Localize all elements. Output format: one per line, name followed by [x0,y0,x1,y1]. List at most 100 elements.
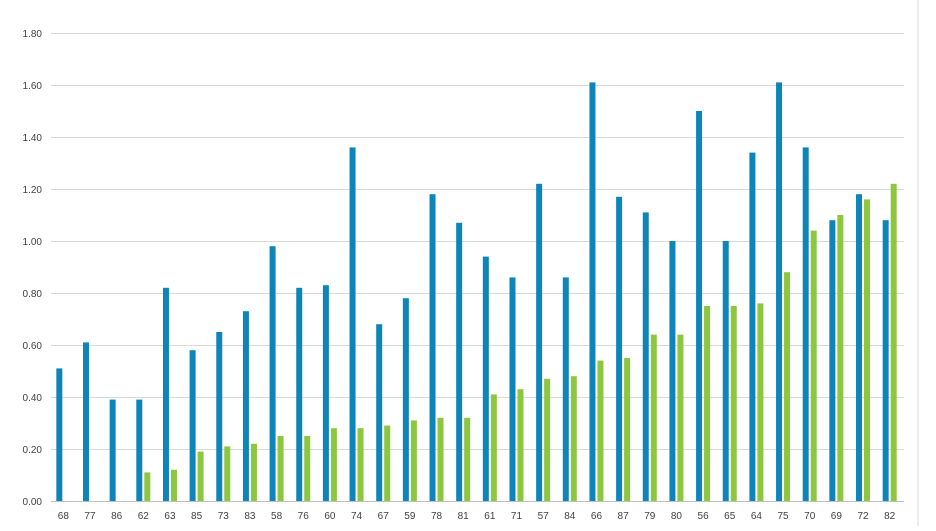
x-tick-label: 58 [271,511,283,522]
bar-series-2-57 [544,378,551,501]
bar-series-2-61 [490,394,497,501]
x-tick-label: 78 [431,511,443,522]
bar-series-1-70 [802,147,809,501]
bar-series-2-71 [517,389,524,501]
bar-series-1-58 [269,246,276,501]
y-tick-label: 0.80 [23,289,43,300]
bar-series-1-87 [616,196,623,502]
x-tick-label: 75 [777,511,789,522]
bar-series-1-66 [589,82,596,502]
bar-series-1-85 [189,350,196,501]
bar-series-1-77 [82,342,89,501]
bar-series-1-76 [296,287,303,501]
x-tick-label: 59 [404,511,416,522]
x-tick-label: 82 [884,511,896,522]
x-tick-label: 76 [298,511,310,522]
x-tick-label: 61 [484,511,496,522]
x-tick-label: 85 [191,511,203,522]
bar-series-2-60 [330,428,337,501]
bar-series-2-56 [704,306,711,501]
bar-series-1-81 [456,222,463,502]
bar-series-1-78 [429,194,436,501]
bar-series-2-87 [624,358,631,501]
bar-series-1-64 [749,152,756,501]
x-tick-label: 56 [698,511,710,522]
x-tick-label: 63 [164,511,176,522]
bar-series-2-78 [437,417,444,501]
bar-series-2-75 [784,272,791,501]
bar-series-1-69 [829,220,836,501]
x-tick-label: 79 [644,511,656,522]
bar-series-2-65 [730,306,737,501]
x-tick-label: 67 [378,511,390,522]
bar-series-1-61 [482,256,489,501]
y-tick-label: 0.00 [23,497,43,508]
y-tick-label: 1.20 [23,185,43,196]
bar-series-2-66 [597,360,604,501]
x-tick-label: 77 [84,511,96,522]
bar-series-2-74 [357,428,364,501]
x-tick-label: 62 [138,511,150,522]
bar-series-2-85 [197,451,204,501]
y-tick-label: 0.40 [23,393,43,404]
bar-series-2-58 [277,436,284,501]
bar-series-2-62 [144,472,151,501]
bar-series-2-67 [384,425,391,501]
x-tick-label: 70 [804,511,816,522]
bar-series-1-67 [376,324,383,501]
x-tick-label: 86 [111,511,123,522]
bar-series-2-84 [570,376,577,501]
bar-series-1-65 [722,241,729,501]
x-tick-label: 69 [831,511,843,522]
x-tick-label: 65 [724,511,736,522]
x-tick-label: 71 [511,511,523,522]
bar-series-2-73 [224,446,231,501]
bar-series-2-64 [757,303,764,501]
bar-series-2-83 [250,443,257,501]
x-tick-label: 73 [218,511,230,522]
bar-series-1-57 [536,183,543,502]
y-tick-label: 0.60 [23,341,43,352]
y-tick-label: 0.20 [23,445,43,456]
y-tick-label: 1.00 [23,237,43,248]
bar-series-2-79 [650,334,657,501]
x-tick-label: 68 [58,511,70,522]
bar-series-2-76 [304,436,311,501]
y-tick-label: 1.40 [23,133,43,144]
bar-series-1-68 [56,368,63,501]
bar-series-1-63 [162,287,169,501]
y-tick-label: 1.60 [23,81,43,92]
bar-series-1-60 [322,285,329,501]
bar-series-2-70 [810,230,817,501]
x-tick-label: 64 [751,511,763,522]
x-tick-label: 81 [458,511,470,522]
bar-series-2-81 [464,417,471,501]
bar-series-2-69 [837,215,844,501]
bar-series-1-56 [696,111,703,501]
x-tick-label: 87 [618,511,630,522]
bar-series-1-83 [242,311,249,501]
bar-series-1-62 [136,399,143,501]
bar-series-2-59 [410,420,417,501]
x-tick-label: 84 [564,511,576,522]
bar-series-1-82 [882,220,889,501]
bar-series-1-79 [642,212,649,501]
bar-series-2-72 [864,199,871,501]
bar-series-1-73 [216,332,223,501]
bar-series-1-86 [109,399,116,501]
bar-series-1-72 [856,194,863,501]
x-tick-label: 57 [538,511,550,522]
bar-series-2-82 [890,183,897,502]
bar-series-1-84 [562,277,569,501]
bar-series-1-80 [669,241,676,501]
x-tick-label: 83 [244,511,256,522]
y-tick-label: 1.80 [23,29,43,40]
x-tick-label: 72 [857,511,869,522]
bar-series-1-74 [349,147,356,501]
x-tick-label: 66 [591,511,603,522]
bar-series-2-80 [677,334,684,501]
bar-series-1-59 [402,298,409,501]
x-tick-label: 80 [671,511,683,522]
